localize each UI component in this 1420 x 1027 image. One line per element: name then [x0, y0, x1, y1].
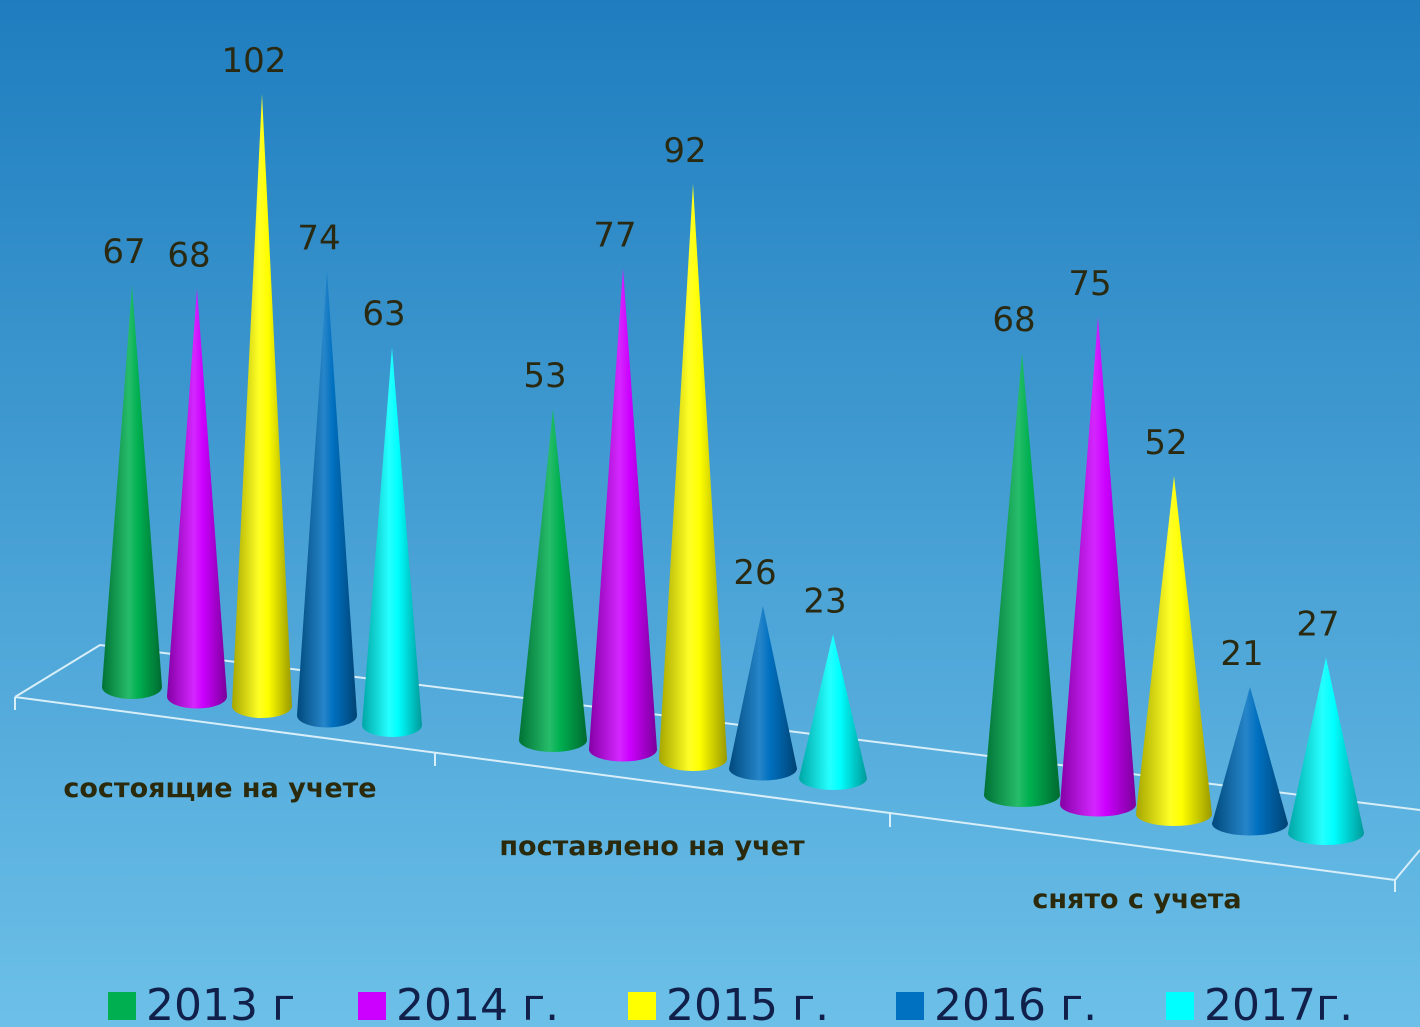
value-label: 68 — [167, 236, 210, 276]
cone — [167, 288, 228, 709]
legend-swatch — [628, 992, 656, 1020]
category-label: снято с учета — [1032, 884, 1241, 915]
value-label: 53 — [523, 356, 566, 396]
value-label: 92 — [663, 131, 706, 171]
legend-label: 2013 г — [146, 980, 295, 1027]
legend-label: 2015 г. — [666, 980, 829, 1027]
value-label: 63 — [362, 294, 405, 334]
value-label: 27 — [1296, 605, 1339, 645]
cone — [659, 184, 727, 771]
floor — [14, 643, 1420, 892]
cone — [589, 268, 657, 762]
value-label: 21 — [1220, 634, 1263, 674]
legend-swatch — [108, 992, 136, 1020]
value-label: 74 — [297, 219, 340, 259]
legend-label: 2017г. — [1204, 980, 1353, 1027]
value-label: 23 — [803, 581, 846, 621]
value-label: 52 — [1144, 423, 1187, 463]
category-label: состоящие на учете — [63, 773, 376, 804]
cone — [1212, 687, 1288, 836]
category-label: поставлено на учет — [499, 831, 805, 862]
cone — [102, 285, 162, 699]
cone — [297, 271, 357, 728]
legend-swatch — [1166, 992, 1194, 1020]
cone — [729, 606, 797, 781]
value-label: 102 — [222, 41, 287, 81]
value-label: 68 — [992, 300, 1035, 340]
value-label: 67 — [102, 232, 145, 272]
cone — [232, 94, 292, 718]
value-label: 75 — [1068, 264, 1111, 304]
legend-swatch — [358, 992, 386, 1020]
cone — [1060, 317, 1136, 817]
legend-label: 2016 г. — [934, 980, 1097, 1027]
plot-area: состоящие на учете 67 68 102 74 63 поставлено … — [63, 41, 1364, 915]
cone — [362, 347, 422, 737]
cone — [984, 353, 1060, 807]
cone — [1288, 657, 1364, 845]
legend-label: 2014 г. — [396, 980, 559, 1027]
legend-swatch — [896, 992, 924, 1020]
cone — [1136, 476, 1212, 826]
value-label: 77 — [593, 215, 636, 255]
cone — [519, 408, 587, 752]
value-label: 26 — [733, 553, 776, 593]
cone — [799, 634, 867, 790]
